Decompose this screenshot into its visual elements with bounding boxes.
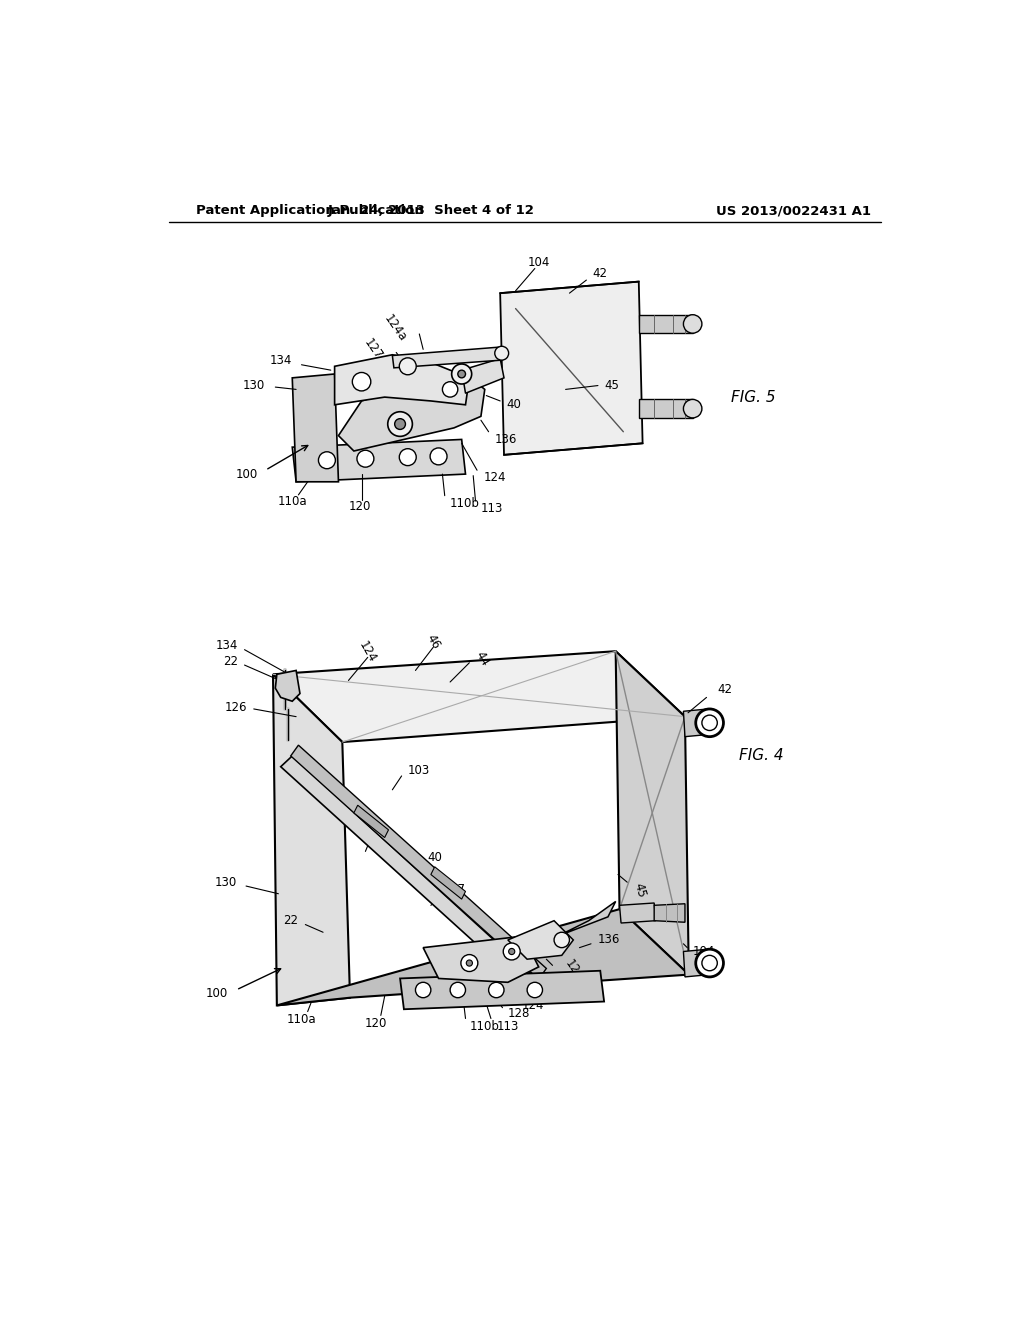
Circle shape <box>399 449 416 466</box>
Text: 46: 46 <box>424 632 442 652</box>
Circle shape <box>461 954 478 972</box>
Circle shape <box>458 370 466 378</box>
Polygon shape <box>292 440 466 482</box>
Text: 120: 120 <box>365 1016 387 1030</box>
Circle shape <box>352 372 371 391</box>
Text: 134: 134 <box>216 639 239 652</box>
Polygon shape <box>508 921 573 960</box>
Polygon shape <box>292 374 339 482</box>
Polygon shape <box>339 370 484 451</box>
Polygon shape <box>423 936 539 982</box>
Text: 110b: 110b <box>451 496 480 510</box>
Circle shape <box>701 715 717 730</box>
Text: 110a: 110a <box>287 1012 316 1026</box>
Text: 42: 42 <box>717 684 732 696</box>
Polygon shape <box>620 903 655 923</box>
Text: 126: 126 <box>225 701 248 714</box>
Circle shape <box>495 346 509 360</box>
Polygon shape <box>392 347 502 368</box>
Text: 124a: 124a <box>382 312 410 343</box>
Polygon shape <box>639 400 692 418</box>
Text: 134: 134 <box>270 354 292 367</box>
Polygon shape <box>639 314 692 333</box>
Polygon shape <box>462 359 504 393</box>
Polygon shape <box>500 281 643 455</box>
Circle shape <box>488 982 504 998</box>
Text: 124: 124 <box>356 639 379 665</box>
Polygon shape <box>281 756 539 990</box>
Text: 113: 113 <box>481 502 503 515</box>
Circle shape <box>416 982 431 998</box>
Text: 110a: 110a <box>278 495 307 508</box>
Text: 100: 100 <box>236 467 258 480</box>
Polygon shape <box>558 902 615 936</box>
Text: FIG. 4: FIG. 4 <box>739 747 783 763</box>
Circle shape <box>452 364 472 384</box>
Text: 47: 47 <box>451 883 465 896</box>
Polygon shape <box>335 355 469 405</box>
Text: 128: 128 <box>508 1007 530 1019</box>
Text: 40: 40 <box>506 399 521 412</box>
Polygon shape <box>683 949 710 977</box>
Polygon shape <box>273 651 685 742</box>
Circle shape <box>695 949 724 977</box>
Polygon shape <box>654 904 685 923</box>
Circle shape <box>683 314 701 333</box>
Text: 22: 22 <box>223 656 239 668</box>
Text: 127: 127 <box>361 337 385 362</box>
Text: 40: 40 <box>427 851 442 865</box>
Text: 44: 44 <box>473 649 492 669</box>
Text: 120: 120 <box>349 500 372 513</box>
Circle shape <box>466 960 472 966</box>
Text: 127: 127 <box>531 936 553 949</box>
Text: 41: 41 <box>377 825 392 838</box>
Text: 22: 22 <box>284 915 298 927</box>
Circle shape <box>701 956 717 970</box>
Circle shape <box>683 400 701 418</box>
Text: 103: 103 <box>408 764 430 777</box>
Polygon shape <box>683 709 710 737</box>
Circle shape <box>388 412 413 437</box>
Text: Patent Application Publication: Patent Application Publication <box>196 205 424 218</box>
Text: 45: 45 <box>604 379 618 392</box>
Text: 124a: 124a <box>562 957 590 989</box>
Text: 104: 104 <box>692 945 715 958</box>
Circle shape <box>527 982 543 998</box>
Text: US 2013/0022431 A1: US 2013/0022431 A1 <box>716 205 870 218</box>
Circle shape <box>503 942 520 960</box>
Circle shape <box>394 418 406 429</box>
Circle shape <box>554 932 569 948</box>
Polygon shape <box>400 970 604 1010</box>
Polygon shape <box>354 805 388 837</box>
Text: 104: 104 <box>527 256 550 269</box>
Circle shape <box>451 982 466 998</box>
Circle shape <box>430 447 447 465</box>
Text: 136: 136 <box>495 433 517 446</box>
Polygon shape <box>275 671 300 701</box>
Text: 136: 136 <box>598 933 621 946</box>
Text: 113: 113 <box>497 1020 519 1034</box>
Circle shape <box>509 948 515 954</box>
Text: 124: 124 <box>483 471 506 484</box>
Circle shape <box>399 358 416 375</box>
Circle shape <box>357 450 374 467</box>
Polygon shape <box>273 675 350 1006</box>
Polygon shape <box>276 909 689 1006</box>
Circle shape <box>695 709 724 737</box>
Circle shape <box>442 381 458 397</box>
Text: FIG. 5: FIG. 5 <box>731 389 776 405</box>
Text: 130: 130 <box>243 379 265 392</box>
Text: 45: 45 <box>631 880 647 899</box>
Polygon shape <box>615 651 689 974</box>
Text: Jan. 24, 2013  Sheet 4 of 12: Jan. 24, 2013 Sheet 4 of 12 <box>328 205 535 218</box>
Text: 124: 124 <box>521 999 544 1012</box>
Text: 100: 100 <box>206 987 228 1001</box>
Circle shape <box>318 451 336 469</box>
Text: 42: 42 <box>593 268 607 280</box>
Polygon shape <box>431 867 466 899</box>
Text: 130: 130 <box>215 875 237 888</box>
Polygon shape <box>291 744 547 979</box>
Text: 110b: 110b <box>469 1020 500 1034</box>
